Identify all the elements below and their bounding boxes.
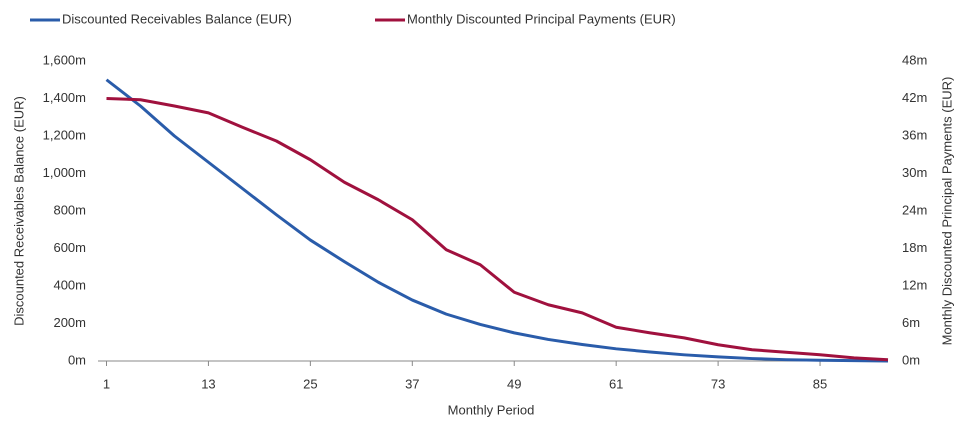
x-tick-label: 37 [405,376,419,391]
x-tick-label: 85 [813,376,827,391]
y-tick-label: 1,200m [43,127,86,142]
y-axis-label: Discounted Receivables Balance (EUR) [11,96,26,326]
y2-tick-label: 12m [902,277,927,292]
x-tick-label: 1 [103,376,110,391]
x-tick-label: 49 [507,376,521,391]
y2-tick-label: 48m [902,52,927,67]
y2-tick-label: 24m [902,202,927,217]
y-tick-label: 0m [68,352,86,367]
y2-tick-label: 30m [902,165,927,180]
series-line [106,97,889,362]
x-tick-label: 73 [711,376,725,391]
y2-tick-label: 36m [902,127,927,142]
y-tick-label: 1,600m [43,52,86,67]
y-tick-label: 600m [53,240,86,255]
y-tick-label: 1,400m [43,90,86,105]
y2-tick-label: 18m [902,240,927,255]
series-line [105,78,889,363]
y2-tick-label: 0m [902,352,920,367]
y2-tick-label: 42m [902,90,927,105]
y-tick-label: 200m [53,315,86,330]
y2-tick-label: 6m [902,315,920,330]
legend-label: Monthly Discounted Principal Payments (E… [407,11,676,26]
y-tick-label: 800m [53,202,86,217]
x-tick-label: 61 [609,376,623,391]
x-axis-label: Monthly Period [448,402,535,417]
legend-label: Discounted Receivables Balance (EUR) [62,11,292,26]
y2-axis-label: Monthly Discounted Principal Payments (E… [939,77,954,346]
y-tick-label: 1,000m [43,165,86,180]
x-tick-label: 25 [303,376,317,391]
x-tick-label: 13 [201,376,215,391]
y-tick-label: 400m [53,277,86,292]
